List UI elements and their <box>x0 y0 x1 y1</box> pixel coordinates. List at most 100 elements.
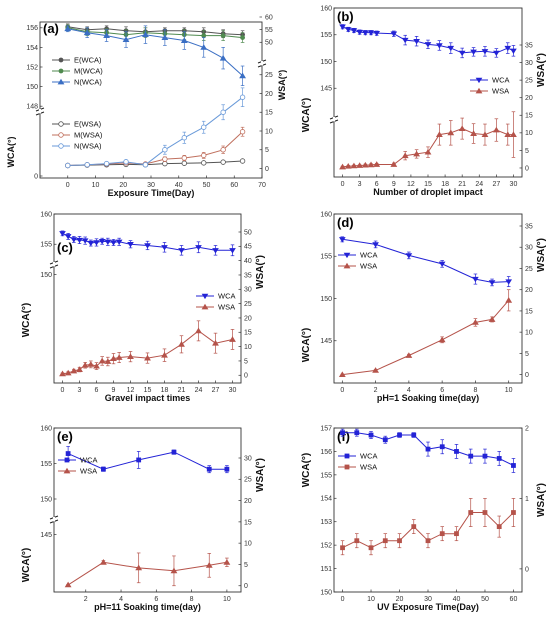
panel-d-right-tick-label: 15 <box>525 308 533 315</box>
panel-f-series-1-point <box>382 538 388 544</box>
panel-b-series-1-point <box>344 162 352 169</box>
panel-b-series-0-point <box>339 24 346 30</box>
panel-c-series-1-point <box>144 354 151 361</box>
panel-d-left-tick-label: 160 <box>320 211 332 218</box>
panel-b-series-1-point <box>350 162 358 169</box>
panel-a-series-4-point <box>162 156 168 162</box>
panel-d-right-tick-label: 35 <box>525 223 533 230</box>
panel-a-series-5-point <box>220 109 226 115</box>
panel-a-xlabel: Exposure Time(Day) <box>108 188 195 198</box>
panel-d-x-tick-label: 0 <box>340 387 344 394</box>
panel-a-series-5-point <box>65 162 71 169</box>
panel-c-series-1-point <box>161 351 168 358</box>
panel-a-series-0-line <box>67 26 243 36</box>
panel-d-series-0-point <box>505 279 513 285</box>
panel-a-left-axis-break-gap <box>39 109 41 114</box>
panel-c-series-0-point <box>70 237 78 243</box>
panel-c-series-0-point <box>93 240 100 246</box>
panel-b-series-0-point <box>481 49 489 55</box>
panel-b-series-0-point <box>356 29 363 36</box>
panel-c-series-0-point <box>212 248 219 254</box>
panel-b-left-tick-label: 150 <box>320 59 332 66</box>
panel-f-x-tick-label: 0 <box>341 596 345 603</box>
panel-a-right-lower-tick-label: 5 <box>265 147 269 154</box>
panel-e-legend-1-legend-label: WSA <box>80 467 97 476</box>
panel-d-label: (d) <box>337 215 354 230</box>
panel-f-series-1-point <box>496 524 502 530</box>
panel-e-legend-0-legend-marker <box>64 457 70 463</box>
panel-c-series-1-point <box>229 336 236 342</box>
panel-c-right-tick-label: 30 <box>244 287 252 294</box>
panel-b-left-tick-label: 145 <box>320 86 332 93</box>
panel-a-x-tick-label: 10 <box>92 182 100 189</box>
panel-f-x-tick-label: 50 <box>481 596 489 603</box>
panel-b-left-tick-label: 155 <box>320 32 332 39</box>
panel-a-series-2-point <box>122 36 130 42</box>
panel-c-x-tick-label: 18 <box>161 387 169 394</box>
panel-f-series-0-point <box>411 432 417 438</box>
panel-b-label: (b) <box>337 9 354 24</box>
panel-a-series-5-point <box>142 162 149 168</box>
panel-c-x-tick-label: 21 <box>178 387 186 394</box>
panel-e-ylabel-left: WCA(°) <box>21 548 32 583</box>
panel-a-series-5-point <box>181 135 187 141</box>
panel-e-series-0-point <box>206 466 212 472</box>
panel-b-legend-1-legend-label: WSA <box>492 87 509 96</box>
panel-e-x-tick-label: 10 <box>223 596 231 603</box>
panel-f-series-0-point <box>439 444 445 450</box>
panel-c-series-0-point <box>178 248 185 254</box>
panel-f-series-0-point <box>425 446 431 452</box>
panel-f-series-1-point <box>368 545 374 551</box>
panel-f-series-0-point <box>382 437 388 443</box>
panel-c-left-tick-label: 150 <box>40 272 52 279</box>
panel-a-series-4-point <box>181 155 187 161</box>
panel-f-left-tick-label: 151 <box>320 566 332 573</box>
panel-e-series-1-point <box>205 562 213 568</box>
panel-c-series-1-point <box>59 370 66 377</box>
panel-e-series-0-line <box>67 451 227 470</box>
panel-e-right-tick-label: 25 <box>244 477 252 484</box>
panel-d-left-tick-label: 155 <box>320 254 332 261</box>
panel-d-right-tick-label: 20 <box>525 287 533 294</box>
panel-b-right-tick-label: 0 <box>525 165 529 172</box>
panel-a-ylabel-right: WSA(°) <box>277 70 287 101</box>
panel-a-series-2-line <box>67 28 243 77</box>
panel-a-series-2-point <box>180 37 188 43</box>
panel-b-x-tick-label: 30 <box>510 181 518 188</box>
panel-b-ylabel-right: WSA(°) <box>536 53 547 87</box>
panel-e-right-tick-label: 15 <box>244 519 252 526</box>
panel-c-series-1-point <box>127 353 134 360</box>
panel-a-x-tick-label: 40 <box>175 182 183 189</box>
panel-b-series-0-point <box>458 50 466 57</box>
panel-f-series-0-point <box>482 453 488 459</box>
panel-e-left-axis-break-gap <box>53 517 55 522</box>
panel-f-series-0-point <box>340 430 345 436</box>
panel-c-series-1-point <box>115 354 123 360</box>
panel-c-label: (c) <box>57 240 73 255</box>
panel-e-series-0-point <box>136 457 142 463</box>
panel-b-series-1-point <box>458 125 466 132</box>
panel-b: 145 150 155 160 0 5 10 15 20 25 30 35 0 3 6 9 12 15 18 21 24… <box>301 5 547 197</box>
panel-a-right-upper-tick-label: 50 <box>265 40 273 47</box>
panel-a-right-axis-break-gap <box>261 61 263 66</box>
panel-d-x-tick-label: 6 <box>440 387 444 394</box>
panel-f-ylabel-right: WSA(°) <box>536 483 547 517</box>
panel-c: 150 155 160 0 5 10 15 20 25 30 35 40 45 50 0 3 6 9 12 15 18 2… <box>21 211 266 403</box>
panel-f-left-tick-label: 153 <box>320 519 332 526</box>
panel-e-label: (e) <box>57 429 73 444</box>
panel-b-ylabel-left: WCA(°) <box>301 98 312 133</box>
panel-b-series-1-point <box>361 161 369 168</box>
panel-f-legend-1-legend-label: WSA <box>360 463 377 472</box>
panel-a-ylabel-left: WCA(°) <box>6 136 16 167</box>
panel-a-x-tick-label: 70 <box>258 182 266 189</box>
panel-f-series-1-point <box>511 510 516 515</box>
panel-c-right-tick-label: 10 <box>244 344 252 351</box>
panel-c-series-0-point <box>229 248 236 254</box>
panel-b-series-1-point <box>390 161 398 167</box>
panel-f-series-1-point <box>425 538 431 544</box>
panel-b-left-axis-break-gap <box>333 117 335 122</box>
panel-a-x-tick-label: 0 <box>66 182 70 189</box>
panel-a-series-3-line <box>67 160 243 166</box>
panel-e-right-tick-label: 30 <box>244 455 252 462</box>
panel-c-right-tick-label: 15 <box>244 330 252 337</box>
